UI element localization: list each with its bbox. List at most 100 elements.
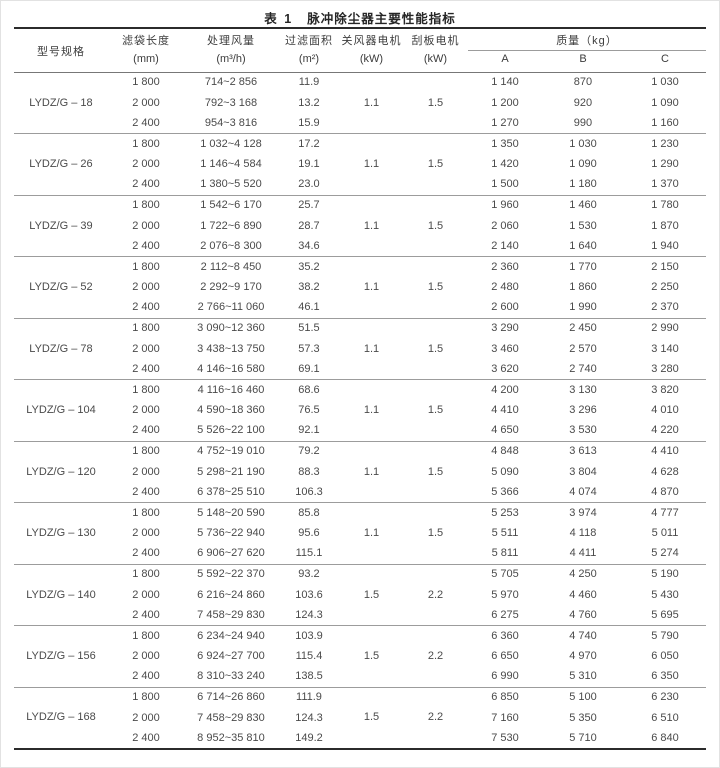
cell-airflow: 6 714~26 860 (183, 686, 278, 708)
table-row: 2 000 5 298~21 190 88.3 5 090 3 804 4 628 (14, 462, 706, 483)
cell-airflow: 2 112~8 450 (183, 256, 278, 277)
cell-mass-b: 2 570 (569, 342, 597, 355)
cell-mass-b: 4 460 (569, 588, 597, 601)
cell-mass-c: 4 220 (651, 424, 679, 437)
cell-mass-c: 1 870 (651, 219, 679, 232)
cell-airflow: 8 310~33 240 (197, 670, 265, 683)
col-header-filter-area: 过滤面积 (284, 35, 333, 48)
cell-filter-area: 85.8 (277, 502, 340, 523)
cell-airflow: 6 924~27 700 (197, 650, 265, 663)
cell-airlock-motor: 1.5 (339, 563, 403, 626)
cell-filter-area: 25.7 (277, 194, 340, 216)
cell-bag-length: 2 400 (132, 731, 160, 744)
col-header-bag-length: 滤袋长度 (121, 35, 170, 48)
cell-airlock-motor: 1.1 (339, 379, 403, 441)
col-unit-bag-length: (mm) (133, 53, 159, 66)
cell-mass-a: 3 460 (491, 342, 519, 355)
cell-mass-c: 5 790 (623, 625, 707, 646)
table-row: LYDZ/G – 18 1 800 714~2 856 11.9 1.1 1.5 1 140… (14, 72, 706, 109)
cell-mass-b: 3 613 (541, 440, 624, 462)
cell-bag-length: 2 000 (132, 342, 160, 355)
cell-airflow: 5 148~20 590 (183, 502, 278, 523)
cell-airflow: 714~2 856 (204, 76, 258, 89)
cell-filter-area: 68.6 (277, 379, 340, 400)
cell-filter-area: 115.4 (295, 650, 323, 663)
cell-model: LYDZ/G – 26 (13, 133, 108, 195)
cell-mass-c: 6 350 (651, 670, 679, 683)
table-row: LYDZ/G – 130 1 800 5 148~20 590 85.8 1.1 1.5 5… (13, 502, 707, 564)
cell-bag-length: 2 400 (132, 239, 160, 252)
cell-mass-c: 3 140 (651, 342, 679, 355)
cell-mass-a: 1 500 (491, 178, 519, 191)
cell-mass-c: 1 370 (651, 178, 679, 191)
cell-bag-length: 2 000 (132, 404, 160, 417)
cell-bag-length: 2 000 (132, 711, 160, 724)
cell-mass-b: 870 (573, 76, 593, 89)
cell-model: LYDZ/G – 39 (13, 194, 108, 257)
cell-mass-a: 2 060 (491, 219, 519, 232)
cell-bag-length: 2 000 (132, 219, 160, 232)
cell-airlock-motor: 1.5 (339, 625, 403, 687)
table-row: 2 400 2 766~11 060 46.1 2 600 1 990 2 370 (14, 298, 706, 319)
cell-bag-length: 1 800 (107, 379, 184, 400)
cell-mass-b: 4 074 (569, 485, 597, 498)
cell-mass-a: 5 253 (467, 502, 542, 523)
cell-mass-a: 3 290 (467, 317, 542, 339)
col-header-airlock-motor: 关风器电机 (341, 35, 402, 48)
cell-mass-c: 6 840 (651, 731, 679, 744)
cell-mass-c: 3 280 (651, 362, 679, 375)
table-row: 2 400 8 952~35 810 149.2 7 530 5 710 6 840 (14, 728, 706, 749)
cell-bag-length: 2 400 (132, 301, 160, 314)
cell-airlock-motor: 1.1 (339, 194, 403, 257)
cell-mass-c: 1 940 (651, 239, 679, 252)
cell-mass-c: 5 190 (623, 563, 707, 585)
cell-mass-c: 2 250 (651, 281, 679, 294)
cell-mass-b: 1 990 (569, 301, 597, 314)
cell-mass-b: 1 530 (569, 219, 597, 232)
cell-bag-length: 1 800 (107, 194, 184, 216)
cell-bag-length: 1 800 (107, 502, 184, 523)
cell-bag-length: 1 800 (107, 686, 184, 708)
cell-filter-area: 46.1 (298, 301, 320, 314)
cell-mass-b: 3 130 (541, 379, 624, 400)
col-unit-scraper-motor: (kW) (423, 53, 448, 66)
cell-filter-area: 124.3 (295, 608, 323, 621)
cell-airflow: 6 906~27 620 (197, 547, 265, 560)
table-row: 2 000 3 438~13 750 57.3 3 460 2 570 3 140 (14, 339, 706, 360)
cell-filter-area: 92.1 (298, 424, 320, 437)
cell-model: LYDZ/G – 156 (13, 625, 108, 687)
cell-bag-length: 2 000 (132, 527, 160, 540)
col-header-mass: 质量（kg） (467, 28, 707, 51)
cell-model: LYDZ/G – 140 (13, 563, 108, 626)
cell-mass-b: 1 030 (541, 133, 624, 154)
cell-mass-a: 6 360 (467, 625, 542, 646)
cell-mass-b: 1 770 (541, 256, 624, 277)
cell-airflow: 4 116~16 460 (183, 379, 278, 400)
cell-mass-b: 2 450 (541, 317, 624, 339)
cell-airflow: 6 216~24 860 (197, 588, 265, 601)
cell-mass-c: 1 230 (623, 133, 707, 154)
cell-mass-a: 5 090 (491, 465, 519, 478)
table-row: 2 000 5 736~22 940 95.6 5 511 4 118 5 011 (14, 523, 706, 544)
table-row: LYDZ/G – 52 1 800 2 112~8 450 35.2 1.1 1.5 2 3… (13, 256, 707, 318)
cell-mass-c: 1 290 (651, 158, 679, 171)
cell-scraper-motor: 2.2 (402, 625, 468, 687)
col-unit-airlock-motor: (kW) (359, 53, 384, 66)
cell-mass-c: 5 011 (651, 527, 679, 540)
cell-mass-b: 1 640 (569, 239, 597, 252)
cell-mass-a: 7 160 (491, 711, 519, 724)
cell-filter-area: 17.2 (277, 133, 340, 154)
cell-airflow: 7 458~29 830 (197, 608, 265, 621)
cell-airflow: 3 090~12 360 (183, 317, 278, 339)
cell-airflow: 5 298~21 190 (197, 465, 265, 478)
cell-mass-a: 2 360 (467, 256, 542, 277)
cell-airflow: 4 146~16 580 (197, 362, 265, 375)
cell-airflow: 3 438~13 750 (197, 342, 265, 355)
cell-bag-length: 2 400 (132, 116, 160, 129)
cell-mass-c: 2 990 (623, 317, 707, 339)
col-subheader-mass-b: B (579, 53, 587, 66)
cell-mass-a: 5 511 (491, 527, 519, 540)
table-row: 2 000 1 722~6 890 28.7 2 060 1 530 1 870 (14, 216, 706, 237)
table-title-text: 脉冲除尘器主要性能指标 (307, 12, 456, 26)
cell-mass-c: 4 777 (623, 502, 707, 523)
